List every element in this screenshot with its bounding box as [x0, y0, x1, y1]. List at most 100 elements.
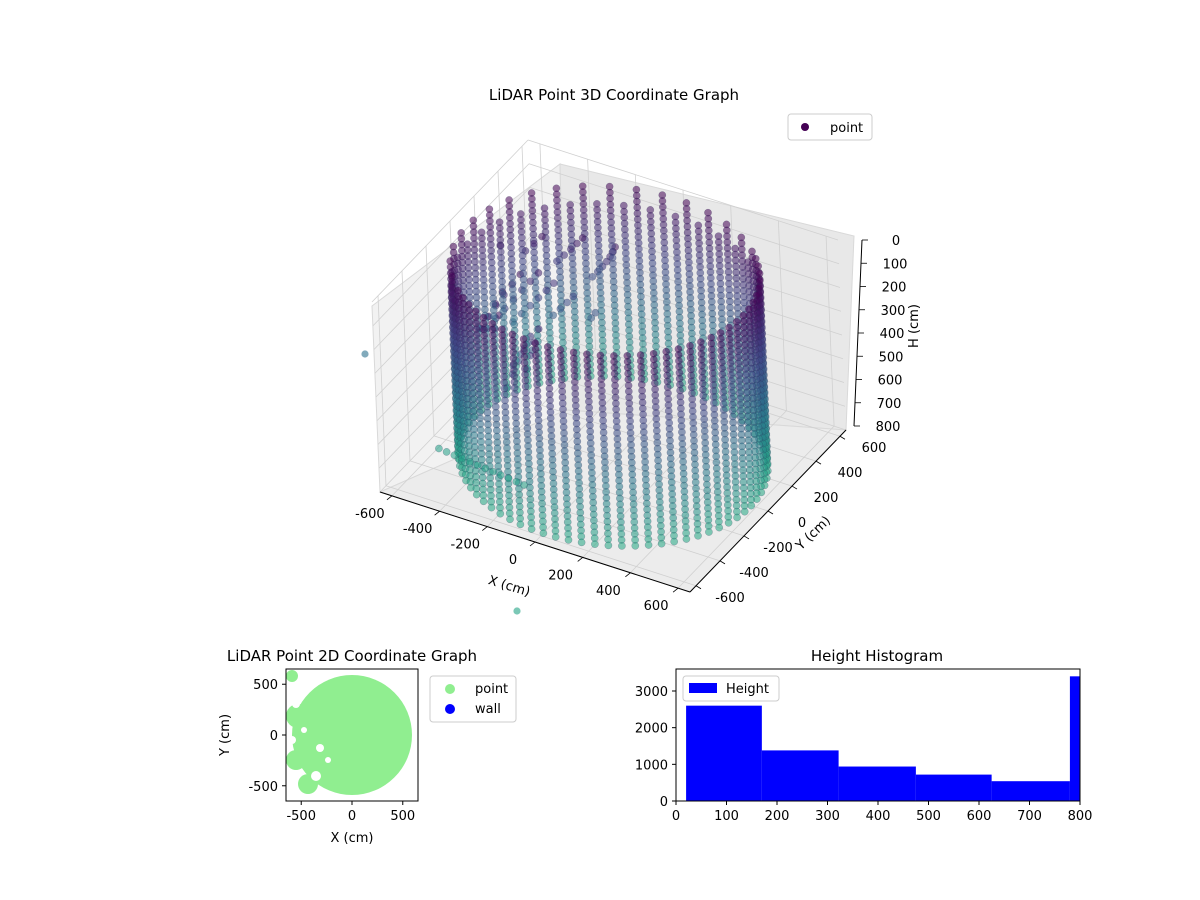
- x-tick-3d: [625, 572, 631, 578]
- histogram-x-tick-label: 700: [1017, 809, 1042, 824]
- point-3d: [591, 540, 599, 549]
- point-3d: [682, 535, 691, 543]
- point-3d: [694, 531, 702, 540]
- legend-2d-marker-point: [445, 684, 455, 694]
- point-3d: [539, 529, 548, 538]
- point-3d: [705, 528, 713, 536]
- point-3d: [489, 467, 497, 476]
- points-3d: [361, 182, 772, 615]
- point-3d: [588, 272, 597, 281]
- x-tick-3d: [672, 587, 679, 593]
- histogram-bar: [838, 766, 916, 801]
- x-ticks-2d: -500 0 500: [286, 801, 415, 824]
- points-2d-hole-3: [325, 757, 331, 763]
- histogram-y-tick-label: 2000: [635, 722, 668, 737]
- y-tick-label-3d: -200: [763, 541, 793, 556]
- point-3d: [496, 509, 505, 518]
- point-3d: [563, 298, 571, 307]
- point-3d: [573, 239, 581, 248]
- x-axis-label-3d: X (cm): [486, 573, 532, 600]
- points-2d-disc: [292, 675, 412, 795]
- point-3d: [527, 525, 536, 533]
- histogram-y-tick-label: 1000: [635, 758, 668, 773]
- y-tick-label-3d: 200: [814, 491, 839, 506]
- z-tick-label-3d: 500: [879, 350, 904, 365]
- x-tick-3d: [434, 510, 440, 516]
- z-ticks-3d: 0 100 200 300 400 500 600 700 800: [854, 234, 907, 435]
- points-2d-area: [286, 670, 412, 795]
- point-3d: [516, 520, 525, 529]
- histogram-x-tick-label: 0: [672, 809, 680, 824]
- point-3d: [560, 251, 569, 259]
- grid-z-line: [527, 139, 839, 241]
- point-3d: [481, 464, 490, 473]
- point-3d: [473, 461, 482, 469]
- point-3d: [670, 537, 679, 546]
- histogram-legend-frame: [682, 675, 780, 702]
- z-tick-label-3d: 200: [882, 281, 907, 296]
- point-3d: [631, 541, 640, 550]
- point-3d: [520, 481, 528, 489]
- point-3d: [564, 536, 573, 544]
- histogram-x-tick-label: 200: [765, 809, 790, 824]
- x-tick-label-3d: -400: [403, 522, 433, 537]
- histogram-x-ticks: 0 100 200 300 400 500 600 700 800: [672, 801, 1092, 824]
- y-tick-label-3d: 400: [838, 466, 863, 481]
- point-3d: [578, 234, 587, 242]
- z-tick-label-3d: 400: [880, 327, 905, 342]
- legend-2d-label-point: point: [475, 682, 508, 697]
- y-tick-label-3d: -600: [715, 591, 745, 606]
- points-2d-hole-1: [292, 700, 300, 708]
- histogram-x-tick-label: 100: [714, 809, 739, 824]
- grid-z-line: [371, 139, 529, 303]
- point-3d: [715, 523, 724, 532]
- x-tick-label-3d: 200: [548, 568, 573, 583]
- points-2d-hole-6: [301, 727, 307, 733]
- histogram-legend-swatch: [689, 683, 717, 693]
- points-2d-blob-2: [286, 750, 306, 770]
- point-3d: [534, 269, 543, 277]
- y-tick-3d: [743, 535, 750, 540]
- histogram-bar: [991, 781, 1070, 801]
- y-tick-label-3d: -400: [739, 566, 769, 581]
- y-tick-3d: [791, 485, 798, 490]
- chart-histogram: Height Histogram 0 100 200 300 400 500 600 700 8…: [635, 647, 1093, 824]
- point-3d: [479, 497, 488, 506]
- y-tick-label-3d: 0: [798, 516, 806, 531]
- y-ticks-2d: -500 0 500: [248, 678, 286, 795]
- point-3d: [587, 314, 596, 322]
- points-2d-hole-4: [311, 771, 321, 781]
- x-tick-label-3d: -600: [355, 507, 385, 522]
- point-3d: [542, 286, 551, 295]
- x-tick-label-3d: 0: [509, 553, 517, 568]
- point-3d: [549, 311, 558, 320]
- point-3d: [556, 304, 565, 313]
- histogram-y-ticks: 0 1000 2000 3000: [635, 685, 676, 810]
- point-3d: [740, 507, 749, 516]
- point-3d: [530, 239, 538, 248]
- point-3d: [450, 451, 459, 460]
- histogram-bar: [686, 705, 762, 801]
- z-tick-label-3d: 800: [876, 420, 901, 435]
- legend-3d: point: [787, 113, 873, 141]
- y-tick-label-2d: 0: [270, 729, 278, 744]
- y-ticks-3d: -600 -400 -200 0 200 400 600: [695, 435, 887, 606]
- point-3d: [567, 245, 575, 254]
- chart-2d: LiDAR Point 2D Coordinate Graph -500 0 500…: [218, 647, 517, 846]
- y-tick-3d: [719, 560, 726, 565]
- y-tick-label-3d: 600: [862, 441, 887, 456]
- point-3d: [724, 518, 733, 527]
- point-3d: [551, 533, 560, 541]
- histogram-x-tick-label: 400: [866, 809, 891, 824]
- z-tick-label-3d: 0: [892, 234, 900, 249]
- point-3d: [506, 515, 514, 524]
- x-tick-label-3d: 400: [596, 584, 621, 599]
- legend-3d-frame: [787, 113, 873, 141]
- x-tick-3d: [386, 495, 393, 501]
- point-3d: [512, 477, 521, 486]
- histogram-legend-label: Height: [726, 682, 769, 697]
- histogram-y-tick-label: 3000: [635, 685, 668, 700]
- x-tick-label-3d: -200: [451, 538, 481, 553]
- point-3d: [534, 325, 543, 333]
- z-tick-label-3d: 700: [877, 397, 902, 412]
